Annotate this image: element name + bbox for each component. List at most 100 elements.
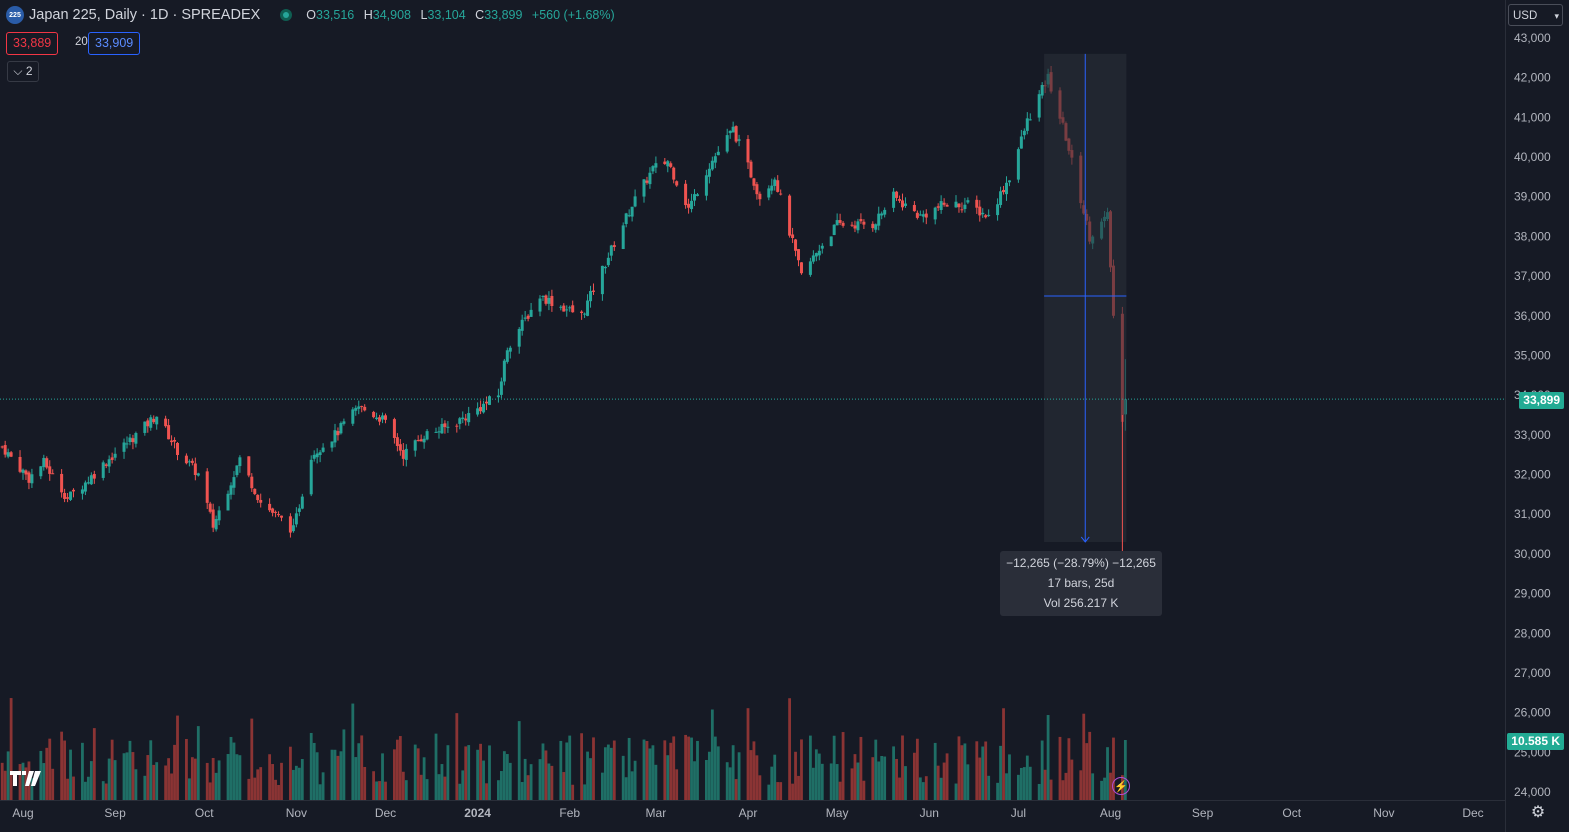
buy-button[interactable]: 33,909 [88, 32, 141, 55]
candle-body [66, 497, 70, 499]
x-tick-label: Oct [195, 806, 214, 820]
volume-bar [996, 782, 999, 800]
candle-body [981, 212, 985, 215]
chevron-down-icon: ⌵ [13, 64, 23, 78]
volume-bar [547, 763, 551, 800]
y-tick-label: 27,000 [1514, 666, 1551, 680]
volume-bar [238, 755, 242, 800]
candle-body [381, 415, 385, 420]
symbol-badge[interactable]: 225 [6, 6, 24, 24]
y-tick-label: 28,000 [1514, 626, 1551, 640]
candle-body [755, 184, 759, 195]
volume-bar [791, 783, 794, 800]
price-axis-border [1505, 0, 1506, 832]
tradingview-logo-icon[interactable] [9, 768, 43, 788]
x-tick-label: Dec [1462, 806, 1483, 820]
volume-bar [110, 739, 114, 800]
volume-bar [1025, 755, 1029, 800]
symbol-title[interactable]: Japan 225, Daily · 1D · SPREADEX [29, 7, 261, 23]
volume-bar [767, 784, 771, 800]
time-axis-border [0, 800, 1505, 801]
candle-body [541, 295, 545, 297]
volume-bar [259, 767, 263, 800]
candle-body [690, 200, 694, 210]
volume-bar [499, 771, 503, 800]
volume-bar [755, 755, 759, 800]
volume-bar [401, 771, 405, 800]
candle-body [1028, 119, 1032, 121]
candle-body [1022, 130, 1026, 136]
volume-bar [253, 777, 257, 800]
volume-bar [912, 752, 916, 800]
candle-body [280, 515, 284, 518]
y-tick-label: 30,000 [1514, 547, 1551, 561]
change-value: +560 (+1.68%) [531, 8, 615, 22]
candle-body [476, 408, 480, 415]
candle-body [817, 250, 821, 256]
candle-body [1007, 180, 1011, 183]
sell-button[interactable]: 33,889 [6, 32, 59, 55]
candle-body [277, 514, 281, 516]
currency-select[interactable]: USD ▾ [1508, 4, 1563, 26]
volume-bar [883, 756, 887, 800]
candle-body [487, 396, 491, 405]
candle-body [609, 245, 613, 256]
y-tick-label: 29,000 [1514, 587, 1551, 601]
candle-body [808, 261, 812, 275]
measure-volume: Vol 256.217 K [1043, 596, 1119, 610]
volume-bar [523, 758, 527, 800]
candle-body [271, 508, 275, 513]
spread-value: 20 [75, 36, 88, 48]
candle-body [912, 204, 916, 212]
candle-body [413, 440, 417, 451]
candle-body [39, 466, 43, 477]
candle-body [315, 453, 319, 458]
currency-label: USD [1513, 10, 1538, 22]
candle-body [372, 411, 376, 418]
volume-bar [419, 774, 423, 800]
volume-bar [485, 783, 488, 800]
candle-body [591, 290, 595, 292]
volume-bar [122, 753, 126, 800]
x-tick-label: Nov [1373, 806, 1394, 820]
candle-body [832, 224, 836, 235]
volume-bar [1082, 713, 1086, 800]
indicators-toggle-button[interactable]: ⌵ 2 [7, 61, 39, 82]
volume-bar [315, 752, 319, 800]
volume-bar [586, 751, 589, 800]
candle-body [232, 477, 236, 488]
y-tick-label: 41,000 [1514, 110, 1551, 124]
gear-icon[interactable]: ⚙ [1530, 804, 1546, 821]
candle-body [957, 203, 961, 208]
candle-body [482, 403, 486, 413]
volume-bar [497, 780, 500, 800]
candle-body [924, 213, 928, 218]
volume-bar [630, 771, 634, 800]
candle-body [633, 196, 637, 207]
volume-bar [193, 758, 197, 800]
candle-body [999, 191, 1003, 205]
x-tick-label: Jul [1011, 806, 1026, 820]
candle-body [128, 437, 132, 443]
volume-bar [1040, 740, 1044, 800]
lightning-icon[interactable]: ⚡ [1112, 777, 1130, 795]
y-tick-label: 36,000 [1514, 309, 1551, 323]
candle-body [859, 219, 863, 222]
volume-bar [321, 772, 325, 800]
volume-bar [51, 768, 55, 800]
volume-bar [505, 754, 509, 800]
candle-body [333, 430, 337, 443]
volume-bar [921, 782, 925, 800]
candle-body [675, 181, 679, 186]
volume-bar [1109, 772, 1112, 800]
candle-body [734, 126, 738, 142]
last-price-tag: 33,899 [1519, 392, 1564, 409]
candle-body [336, 431, 340, 436]
candle-body [529, 309, 533, 317]
candle-body [69, 491, 73, 500]
candle-body [184, 455, 188, 464]
candle-body [479, 407, 483, 412]
candle-body [571, 305, 575, 313]
volume-bar [333, 749, 337, 800]
